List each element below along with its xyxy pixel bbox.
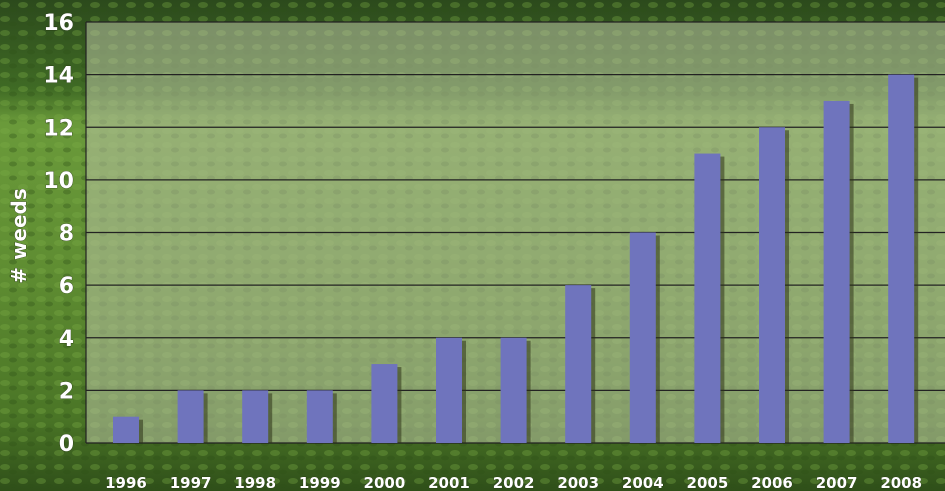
bar-2002: [500, 337, 527, 443]
y-tick-label-6: 6: [59, 274, 74, 299]
bar-1998: [242, 390, 269, 443]
x-tick-label-2007: 2007: [816, 474, 858, 491]
gridlines: [85, 21, 945, 444]
y-tick-label-14: 14: [43, 64, 74, 89]
bar-2007: [823, 100, 850, 443]
bar-2005: [694, 153, 721, 443]
bar-2008: [888, 74, 915, 443]
x-tick-label-2002: 2002: [493, 474, 535, 491]
x-tick-label-2003: 2003: [557, 474, 599, 491]
y-axis-label: # weeds: [7, 188, 31, 284]
x-tick-label-1998: 1998: [234, 474, 276, 491]
bar-2004: [629, 232, 656, 443]
bar-2006: [759, 127, 785, 443]
y-tick-label-10: 10: [43, 169, 74, 194]
y-tick-label-4: 4: [59, 327, 74, 352]
bar-2001: [436, 337, 462, 443]
bar-1996: [113, 416, 139, 443]
y-tick-labels: 0 2 4 6 8 10 12 14 16: [43, 11, 74, 458]
bar-1999: [306, 390, 333, 443]
y-tick-label-2: 2: [59, 379, 74, 404]
bar-1997: [177, 390, 204, 443]
x-tick-label-2001: 2001: [428, 474, 470, 491]
y-tick-label-8: 8: [59, 222, 74, 247]
y-tick-label-16: 16: [43, 11, 74, 36]
x-tick-label-2008: 2008: [880, 474, 922, 491]
x-tick-label-2004: 2004: [622, 474, 664, 491]
bar-2003: [565, 285, 592, 443]
x-tick-label-2000: 2000: [364, 474, 406, 491]
x-tick-label-1996: 1996: [105, 474, 147, 491]
x-tick-label-2006: 2006: [751, 474, 793, 491]
x-tick-labels: 1996 1997 1998 1999 2000 2001 2002 2003 2004 2005…: [105, 474, 922, 491]
x-tick-label-1999: 1999: [299, 474, 341, 491]
y-tick-label-12: 12: [43, 116, 74, 141]
x-tick-label-1997: 1997: [170, 474, 212, 491]
x-tick-label-2005: 2005: [687, 474, 729, 491]
y-tick-label-0: 0: [59, 432, 74, 457]
bars: [113, 74, 919, 443]
bar-2000: [371, 364, 398, 443]
